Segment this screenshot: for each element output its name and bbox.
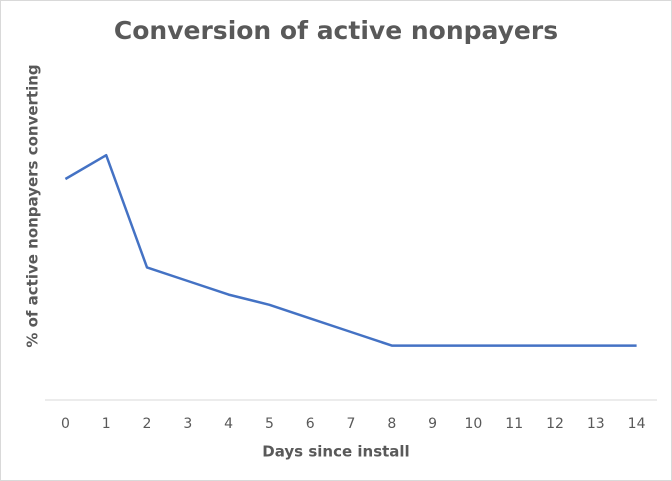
x-tick-label: 2 — [143, 416, 152, 432]
x-tick-label: 14 — [628, 416, 646, 432]
x-tick-label: 4 — [224, 416, 233, 432]
x-tick-label: 0 — [61, 416, 70, 432]
x-tick-label: 13 — [587, 416, 605, 432]
x-axis-title: Days since install — [262, 443, 409, 461]
x-tick-label: 1 — [102, 416, 111, 432]
y-axis-title: % of active nonpayers converting — [24, 64, 42, 347]
line-series — [64, 153, 637, 347]
chart-title: Conversion of active nonpayers — [114, 16, 558, 45]
x-tick-label: 10 — [464, 416, 482, 432]
x-tick-label: 8 — [387, 416, 396, 432]
x-tick-label: 3 — [183, 416, 192, 432]
x-tick-label: 5 — [265, 416, 274, 432]
x-tick-label: 6 — [306, 416, 315, 432]
x-tick-label: 9 — [428, 416, 437, 432]
x-tick-label: 11 — [505, 416, 523, 432]
x-tick-label: 12 — [546, 416, 564, 432]
x-tick-label: 7 — [347, 416, 356, 432]
